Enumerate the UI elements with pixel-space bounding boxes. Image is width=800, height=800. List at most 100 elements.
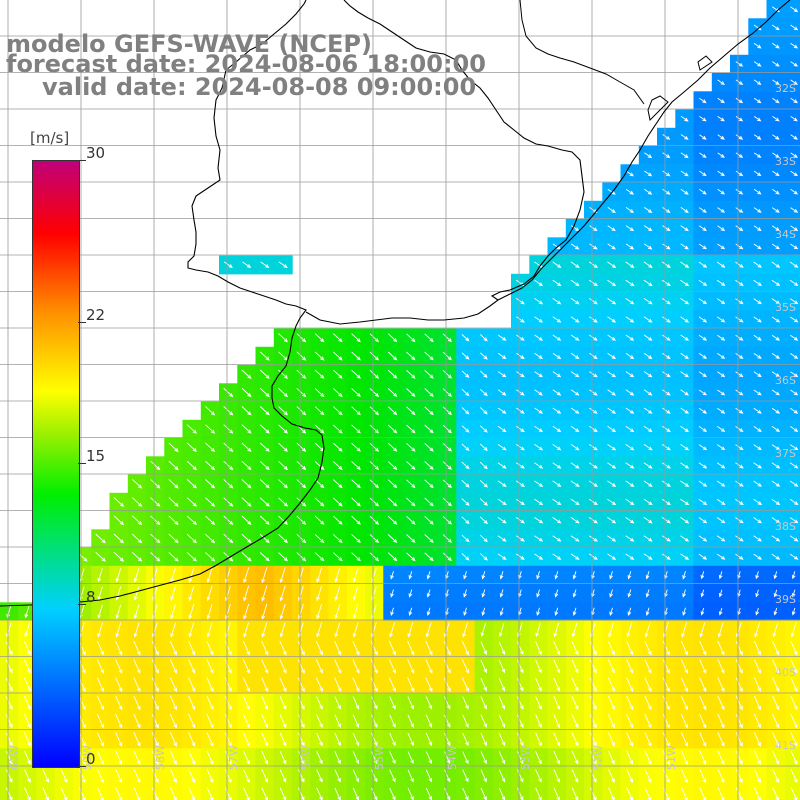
wind-arrow (716, 261, 726, 268)
wind-arrow (553, 732, 561, 747)
wind-arrow (297, 787, 305, 800)
wind-arrow (334, 769, 341, 783)
wind-arrow (243, 769, 250, 783)
wind-arrow (5, 787, 13, 800)
wind-arrow (96, 659, 104, 674)
wind-cell (711, 602, 731, 622)
wind-arrow (279, 567, 286, 584)
wind-arrow (753, 152, 762, 158)
wind-arrow (626, 732, 634, 747)
wind-arrow (206, 732, 214, 747)
wind-arrow (369, 497, 380, 507)
wind-arrow (662, 787, 670, 800)
wind-cell (784, 146, 800, 165)
wind-arrow (735, 695, 743, 711)
wind-arrow (296, 442, 307, 452)
wind-arrow (480, 732, 487, 747)
wind-arrow (698, 243, 707, 250)
wind-cell (365, 565, 384, 585)
wind-arrow (789, 316, 799, 323)
wind-arrow (499, 571, 504, 580)
wind-arrow (662, 188, 671, 195)
wind-arrow (643, 535, 653, 542)
wind-arrow (589, 389, 598, 396)
wind-arrow (406, 333, 416, 343)
wind-arrow (571, 641, 579, 656)
wind-cell (748, 565, 768, 585)
wind-arrow (279, 714, 287, 729)
wind-arrow (680, 695, 688, 711)
wind-arrow (133, 586, 140, 601)
wind-arrow (699, 640, 707, 656)
wind-cell (784, 18, 800, 38)
wind-arrow (206, 695, 214, 711)
wind-arrow (406, 442, 416, 452)
wind-arrow (424, 497, 434, 507)
wind-arrow (461, 407, 470, 415)
wind-arrow (261, 659, 269, 674)
wind-arrow (535, 622, 541, 638)
wind-arrow (534, 371, 543, 378)
wind-arrow (699, 750, 707, 765)
wind-arrow (607, 243, 616, 250)
wind-arrow (42, 787, 50, 800)
colorbar-units: [m/s] (30, 129, 70, 147)
wind-arrow (332, 497, 343, 507)
wind-arrow (698, 426, 708, 433)
wind-arrow (516, 425, 525, 433)
wind-arrow (698, 261, 708, 268)
wind-arrow (516, 751, 524, 765)
wind-arrow (425, 622, 432, 638)
wind-arrow (205, 460, 216, 471)
wind-arrow (735, 750, 743, 765)
wind-arrow (588, 279, 598, 287)
wind-arrow (389, 769, 396, 783)
wind-arrow (535, 751, 542, 765)
wind-arrow (589, 732, 597, 747)
wind-arrow (224, 732, 232, 747)
wind-arrow (406, 461, 416, 470)
longitude-labels: 60W 59W 58W 57W 56W 55W 54W 53W 52W 51W (8, 745, 678, 770)
wind-arrow (772, 188, 780, 195)
wind-arrow (699, 768, 707, 784)
wind-arrow (772, 695, 780, 711)
wind-arrow (151, 640, 159, 656)
wind-arrow (554, 589, 559, 598)
wind-arrow (680, 750, 688, 765)
wind-arrow (644, 732, 652, 747)
longitude-label: 59W (81, 745, 94, 770)
wind-arrow (479, 443, 488, 451)
wind-arrow (662, 352, 671, 360)
wind-arrow (625, 462, 635, 469)
wind-arrow (24, 750, 31, 765)
wind-arrow (442, 424, 452, 434)
wind-arrow (552, 425, 562, 433)
wind-arrow (516, 696, 524, 710)
wind-arrow (479, 498, 488, 506)
wind-arrow (479, 461, 488, 470)
wind-arrow (662, 768, 670, 784)
wind-arrow (570, 407, 580, 414)
wind-arrow (24, 622, 30, 638)
wind-arrow (369, 515, 380, 525)
wind-arrow (97, 586, 103, 601)
wind-cell (383, 784, 403, 800)
wind-arrow (279, 677, 287, 693)
wind-arrow (771, 225, 780, 232)
wind-arrow (261, 732, 269, 747)
wind-arrow (205, 442, 216, 452)
wind-arrow (23, 695, 31, 711)
wind-arrow (150, 515, 161, 526)
wind-arrow (351, 442, 361, 452)
wind-arrow (625, 498, 635, 506)
wind-arrow (680, 659, 688, 674)
wind-arrow (515, 498, 525, 506)
wind-arrow (698, 207, 707, 213)
wind-arrow (680, 553, 690, 560)
wind-cell (419, 565, 439, 585)
wind-arrow (644, 768, 652, 784)
wind-arrow (644, 152, 653, 159)
wind-arrow (279, 751, 287, 765)
wind-arrow (131, 497, 143, 507)
wind-arrow (771, 353, 781, 359)
